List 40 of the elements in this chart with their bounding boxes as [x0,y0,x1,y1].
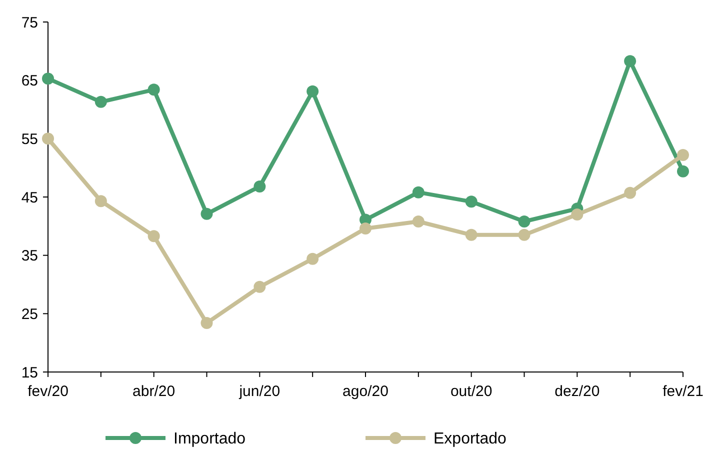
y-tick-label: 35 [21,248,38,265]
legend-label: Importado [174,430,246,448]
point [465,196,478,208]
point [465,228,478,241]
x-tick-label: dez/20 [554,383,600,400]
point [518,216,530,228]
y-tick-label: 25 [21,306,38,323]
point [42,72,54,85]
point [254,280,266,293]
legend-label: Exportado [434,430,507,448]
point [518,228,530,241]
x-tick-label: fev/21 [662,383,704,400]
point [306,85,319,98]
point [624,186,636,199]
point [148,230,160,242]
point [42,132,54,145]
y-tick-label: 75 [21,14,38,32]
x-tick-label: jun/20 [238,383,280,400]
point [571,208,584,220]
point [412,216,424,228]
point [94,96,107,108]
point [677,165,689,178]
point [677,149,689,161]
x-tick-label: ago/20 [342,383,388,400]
y-tick-label: 45 [21,189,38,206]
y-tick-label: 55 [21,130,38,148]
point [412,186,424,198]
point [624,55,636,68]
x-tick-label: abr/20 [132,383,176,400]
x-tick-label: fev/20 [28,383,68,400]
point [94,195,107,208]
y-tick-label: 65 [21,72,38,90]
y-tick-label: 15 [21,364,38,382]
point [200,208,213,220]
x-tick-label: out/20 [450,383,492,400]
point [148,84,160,96]
point [360,222,372,234]
point [306,252,319,265]
point [200,317,213,329]
point [254,180,266,192]
